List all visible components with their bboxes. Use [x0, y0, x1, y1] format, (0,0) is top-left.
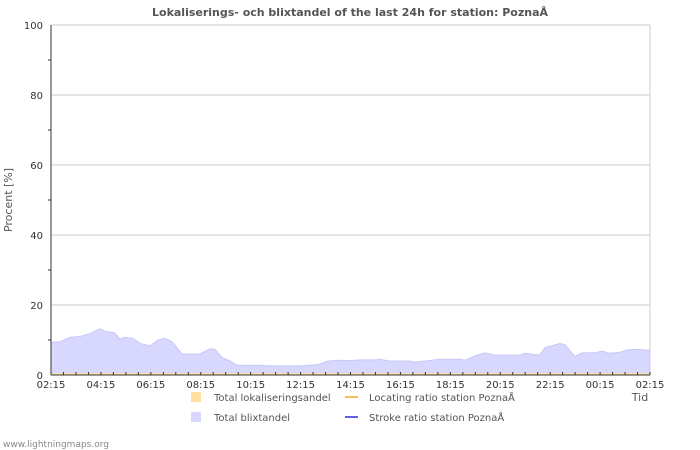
y-tick-label: 80 [30, 91, 43, 102]
x-tick-label: 18:15 [436, 380, 465, 391]
legend-label: Stroke ratio station PoznaÅ [369, 411, 504, 424]
x-tick-label: 16:15 [386, 380, 415, 391]
x-tick-label: 22:15 [536, 380, 565, 391]
x-tick-label: 00:15 [586, 380, 615, 391]
x-tick-label: 02:15 [636, 380, 665, 391]
legend-label: Total blixtandel [213, 413, 290, 424]
y-axis-label: Procent [%] [2, 168, 15, 232]
chart-title: Lokaliserings- och blixtandel of the las… [152, 6, 548, 19]
y-tick-label: 100 [24, 21, 43, 32]
x-tick-label: 04:15 [87, 380, 116, 391]
legend-label: Locating ratio station PoznaÅ [369, 391, 515, 404]
x-tick-label: 20:15 [486, 380, 515, 391]
x-tick-label: 08:15 [186, 380, 215, 391]
footer-site-link[interactable]: www.lightningmaps.org [3, 440, 109, 450]
x-axis-label: Tid [631, 391, 648, 404]
y-tick-label: 40 [30, 231, 43, 242]
x-tick-label: 14:15 [336, 380, 365, 391]
area-blixtandel [50, 328, 651, 376]
x-tick-label: 02:15 [37, 380, 66, 391]
legend-swatch-lokalisering [191, 392, 201, 402]
y-tick-label: 0 [37, 371, 43, 382]
legend-label: Total lokaliseringsandel [213, 393, 331, 404]
y-tick-label: 60 [30, 161, 43, 172]
x-tick-label: 12:15 [286, 380, 315, 391]
y-tick-label: 20 [30, 301, 43, 312]
x-tick-label: 10:15 [236, 380, 265, 391]
legend-swatch-blixt [191, 412, 201, 422]
x-tick-label: 06:15 [136, 380, 165, 391]
